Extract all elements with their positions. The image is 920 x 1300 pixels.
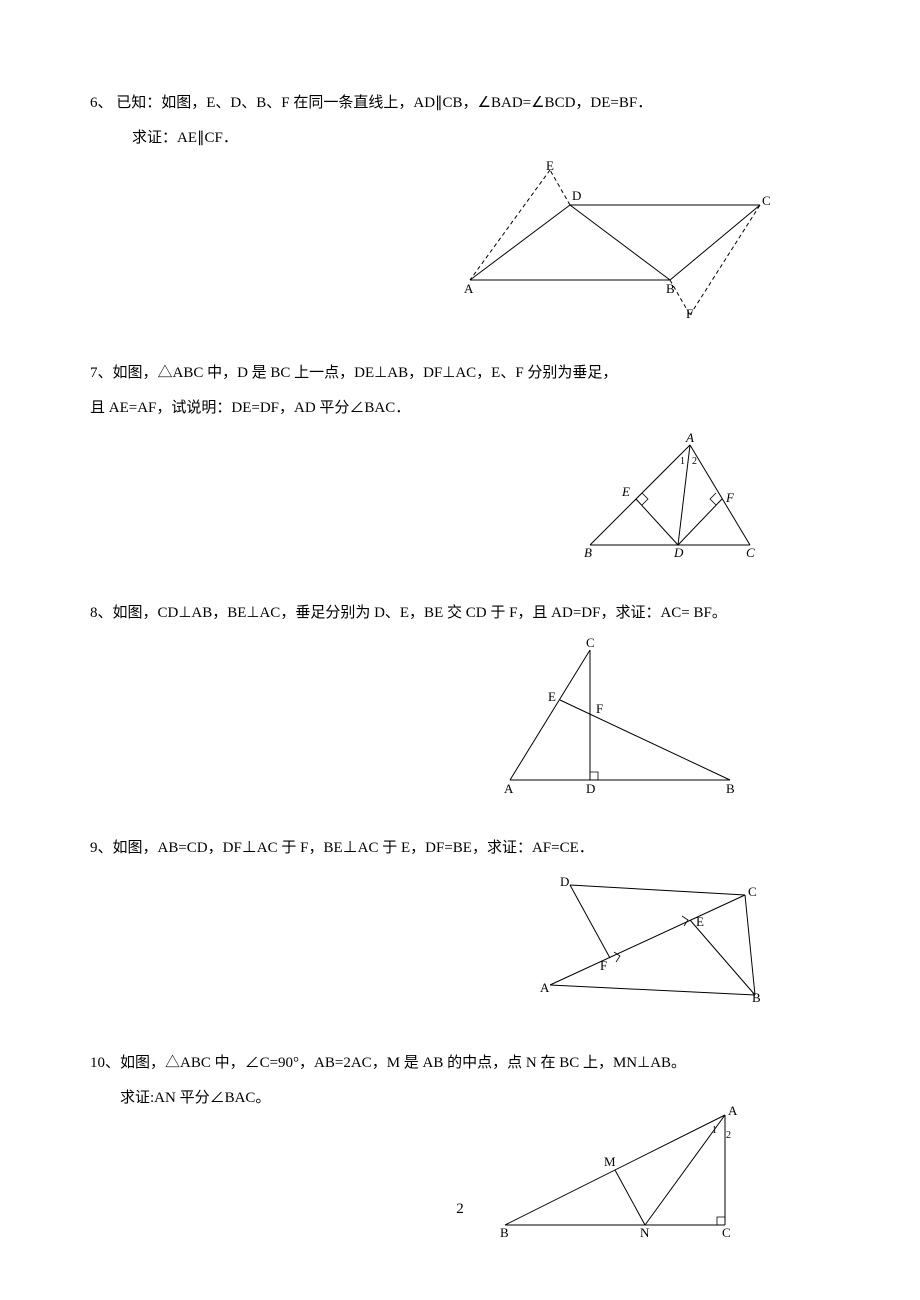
problem-9-line1: 9、如图，AB=CD，DF⊥AC 于 F，BE⊥AC 于 E，DF=BE，求证：… bbox=[90, 835, 830, 862]
problem-7-figure: A B C D E F 1 2 bbox=[570, 430, 770, 560]
fig8-label-C: C bbox=[586, 635, 595, 650]
fig10-label-A: A bbox=[728, 1103, 738, 1118]
fig9-label-D: D bbox=[560, 874, 569, 889]
problem-6-number: 6、 bbox=[90, 95, 113, 111]
problem-6-line1: 已知：如图，E、D、B、F 在同一条直线上，AD∥CB，∠BAD=∠BCD，DE… bbox=[116, 95, 652, 111]
problem-10-line1: 10、如图，△ABC 中，∠C=90°，AB=2AC，M 是 AB 的中点，点 … bbox=[90, 1050, 830, 1077]
fig7-label-ang1: 1 bbox=[680, 456, 685, 467]
problem-8-figure: A B C D E F bbox=[490, 635, 750, 795]
problem-7-line2: 且 AE=AF，试说明：DE=DF，AD 平分∠BAC． bbox=[90, 395, 830, 422]
fig6-label-F: F bbox=[686, 306, 693, 320]
fig6-label-E: E bbox=[546, 160, 554, 173]
problem-7-line1: 7、如图，△ABC 中，D 是 BC 上一点，DE⊥AB，DF⊥AC，E、F 分… bbox=[90, 360, 830, 387]
fig7-label-B: B bbox=[584, 545, 592, 560]
fig7-label-F: F bbox=[725, 490, 735, 505]
problem-7: 7、如图，△ABC 中，D 是 BC 上一点，DE⊥AB，DF⊥AC，E、F 分… bbox=[90, 360, 830, 560]
problem-6-figure: A B C D E F bbox=[450, 160, 770, 320]
fig8-label-A: A bbox=[504, 781, 514, 795]
fig8-label-E: E bbox=[548, 689, 556, 704]
problem-9: 9、如图，AB=CD，DF⊥AC 于 F，BE⊥AC 于 E，DF=BE，求证：… bbox=[90, 835, 830, 1010]
fig7-label-A: A bbox=[685, 430, 694, 445]
fig7-label-C: C bbox=[746, 545, 755, 560]
fig10-label-M: M bbox=[604, 1154, 616, 1169]
fig8-label-D: D bbox=[586, 781, 595, 795]
fig9-label-C: C bbox=[748, 884, 757, 899]
document-page: 6、 已知：如图，E、D、B、F 在同一条直线上，AD∥CB，∠BAD=∠BCD… bbox=[0, 0, 920, 1300]
fig9-label-A: A bbox=[540, 980, 550, 995]
fig9-label-B: B bbox=[752, 990, 761, 1005]
fig7-label-D: D bbox=[673, 545, 684, 560]
fig10-label-ang1: 1 bbox=[712, 1125, 717, 1136]
fig8-label-F: F bbox=[596, 701, 603, 716]
fig8-label-B: B bbox=[726, 781, 735, 795]
fig9-label-E: E bbox=[696, 914, 704, 929]
fig6-label-B: B bbox=[666, 281, 675, 296]
problem-9-figure-wrap: A B C D E F bbox=[90, 870, 830, 1010]
fig6-label-A: A bbox=[464, 281, 474, 296]
problem-6-figure-wrap: A B C D E F bbox=[90, 160, 830, 320]
problem-6-text: 6、 已知：如图，E、D、B、F 在同一条直线上，AD∥CB，∠BAD=∠BCD… bbox=[90, 90, 830, 117]
problem-9-figure: A B C D E F bbox=[530, 870, 770, 1010]
problem-6: 6、 已知：如图，E、D、B、F 在同一条直线上，AD∥CB，∠BAD=∠BCD… bbox=[90, 90, 830, 320]
fig6-label-D: D bbox=[572, 188, 581, 203]
fig10-label-N: N bbox=[640, 1225, 650, 1240]
fig10-label-ang2: 2 bbox=[726, 1130, 731, 1141]
fig6-label-C: C bbox=[762, 193, 770, 208]
fig7-label-E: E bbox=[621, 484, 630, 499]
problem-8-figure-wrap: A B C D E F bbox=[90, 635, 830, 795]
fig7-label-ang2: 2 bbox=[692, 456, 697, 467]
problem-10-figure: A B C M N 1 2 bbox=[490, 1100, 750, 1240]
problem-6-line2: 求证：AE∥CF． bbox=[90, 125, 830, 152]
problem-8-line1: 8、如图，CD⊥AB，BE⊥AC，垂足分别为 D、E，BE 交 CD 于 F，且… bbox=[90, 600, 830, 627]
problem-7-figure-wrap: A B C D E F 1 2 bbox=[90, 430, 830, 560]
fig10-label-C: C bbox=[722, 1225, 731, 1240]
problem-10-figure-wrap: A B C M N 1 2 bbox=[90, 1100, 830, 1240]
fig10-label-B: B bbox=[500, 1225, 509, 1240]
page-number: 2 bbox=[0, 1201, 920, 1218]
fig9-label-F: F bbox=[600, 958, 607, 973]
problem-8: 8、如图，CD⊥AB，BE⊥AC，垂足分别为 D、E，BE 交 CD 于 F，且… bbox=[90, 600, 830, 795]
